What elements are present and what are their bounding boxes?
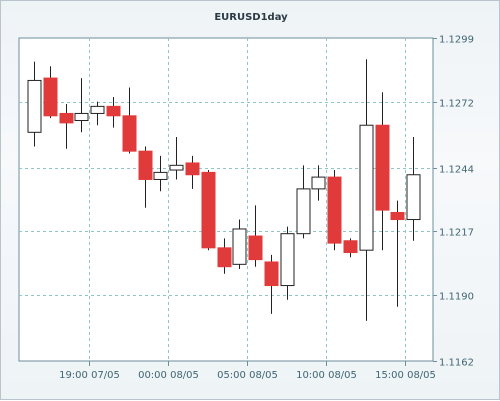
candle-body bbox=[217, 247, 232, 268]
candle-body bbox=[43, 77, 58, 117]
x-tick-label: 15:00 08/05 bbox=[375, 370, 436, 381]
x-tick-label: 19:00 07/05 bbox=[59, 370, 120, 381]
candles bbox=[27, 59, 421, 321]
chart-title: EURUSD1day bbox=[214, 12, 288, 23]
x-tick-label: 00:00 08/05 bbox=[138, 370, 199, 381]
candle-body bbox=[296, 188, 311, 235]
y-tick-label: 1.1217 bbox=[439, 228, 474, 239]
candle-body bbox=[201, 171, 216, 249]
candle-body bbox=[264, 261, 279, 287]
candle-body bbox=[232, 228, 247, 265]
x-tick-label: 05:00 08/05 bbox=[217, 370, 278, 381]
candle-body bbox=[59, 112, 74, 124]
candle-body bbox=[185, 162, 200, 176]
candle-body bbox=[406, 174, 421, 221]
y-tick-label: 1.1244 bbox=[439, 165, 474, 176]
candle-body bbox=[343, 240, 358, 254]
candle-body bbox=[375, 124, 390, 211]
x-axis: 19:00 07/05 00:00 08/05 05:00 08/05 10:00 0… bbox=[59, 361, 436, 381]
candle-body bbox=[153, 171, 168, 180]
candle-body bbox=[27, 79, 42, 133]
candle-body bbox=[390, 211, 405, 221]
candle-body bbox=[311, 176, 326, 190]
candle-body bbox=[248, 235, 263, 261]
candle-body bbox=[90, 105, 105, 114]
candle-body bbox=[106, 105, 121, 117]
y-axis: 1.1299 1.1272 1.1244 1.1217 1.1190 1.1162 bbox=[433, 35, 474, 369]
candle-body bbox=[169, 164, 184, 171]
candle-body bbox=[122, 115, 137, 152]
y-tick-label: 1.1272 bbox=[439, 99, 474, 110]
candle-body bbox=[327, 176, 342, 244]
y-tick-label: 1.1299 bbox=[439, 35, 474, 46]
candle-body bbox=[138, 150, 153, 180]
candle-body bbox=[74, 112, 89, 122]
candle-body bbox=[359, 124, 374, 251]
y-tick-label: 1.1162 bbox=[439, 358, 474, 369]
x-tick-label: 10:00 08/05 bbox=[296, 370, 357, 381]
y-tick-label: 1.1190 bbox=[439, 292, 474, 303]
candle-body bbox=[280, 233, 295, 287]
